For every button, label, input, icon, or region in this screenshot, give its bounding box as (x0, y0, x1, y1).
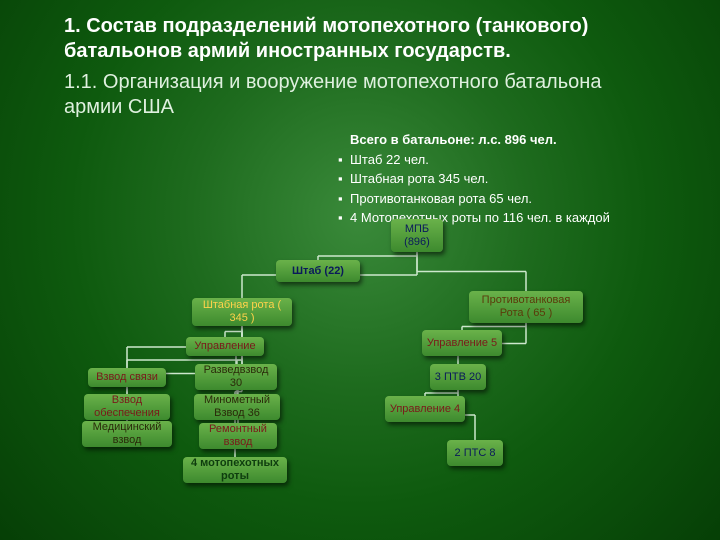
node-vzvsvz: Взвод связи (88, 368, 166, 387)
stats-block: Всего в батальоне: л.с. 896 чел. ▪Штаб 2… (338, 130, 610, 228)
node-moto4: 4 мотопехотных роты (183, 457, 287, 483)
node-razved: Разведвзвод 30 (195, 364, 277, 390)
node-mpb: МПБ (896) (391, 219, 443, 252)
node-shtabrota: Штабная рота ( 345 ) (192, 298, 292, 326)
node-upr5: Управление 5 (422, 330, 502, 356)
node-shtab: Штаб (22) (276, 260, 360, 282)
stats-item-text: Штабная рота 345 чел. (350, 169, 488, 189)
stats-item: ▪Штабная рота 345 чел. (338, 169, 610, 189)
stats-item-text: 4 Мотопехотных роты по 116 чел. в каждой (350, 208, 610, 228)
bullet-icon: ▪ (338, 189, 350, 209)
node-pt: Противотанковая Рота ( 65 ) (469, 291, 583, 323)
bullet-icon: ▪ (338, 169, 350, 189)
bullet-icon: ▪ (338, 150, 350, 170)
node-remont: Ремонтный взвод (199, 423, 277, 449)
page-subtitle: 1.1. Организация и вооружение мотопехотн… (64, 70, 624, 120)
stats-item-text: Штаб 22 чел. (350, 150, 429, 170)
node-vzvobesp: Взвод обеспечения (84, 394, 170, 420)
stats-item: ▪Противотанковая рота 65 чел. (338, 189, 610, 209)
node-pts2: 2 ПТС 8 (447, 440, 503, 466)
stats-head: Всего в батальоне: л.с. 896 чел. (350, 130, 557, 150)
node-upr4: Управление 4 (385, 396, 465, 422)
stats-item: ▪4 Мотопехотных роты по 116 чел. в каждо… (338, 208, 610, 228)
node-ptv3: 3 ПТВ 20 (430, 364, 486, 390)
node-minomet: Минометный Взвод 36 (194, 394, 280, 420)
node-med: Медицинский взвод (82, 421, 172, 447)
stats-item: ▪Штаб 22 чел. (338, 150, 610, 170)
page-title: 1. Состав подразделений мотопехотного (т… (64, 14, 624, 64)
stats-item-text: Противотанковая рота 65 чел. (350, 189, 532, 209)
node-upr: Управление (186, 337, 264, 356)
bullet-icon: ▪ (338, 208, 350, 228)
